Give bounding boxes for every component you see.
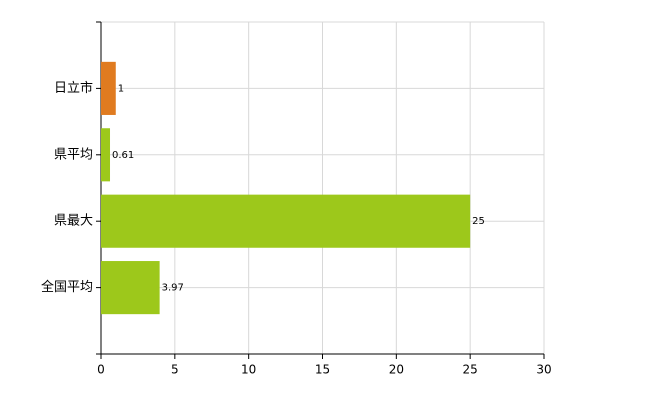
y-tick-label: 全国平均 <box>41 279 93 295</box>
x-tick-label: 15 <box>315 363 330 377</box>
x-tick-label: 20 <box>389 363 404 377</box>
x-tick-label: 30 <box>536 363 551 377</box>
bar <box>101 61 116 115</box>
y-tick-label: 県平均 <box>54 147 93 162</box>
value-label: 25 <box>472 216 485 227</box>
x-tick-label: 5 <box>171 363 179 377</box>
value-label: 0.61 <box>112 150 134 161</box>
x-tick-label: 10 <box>241 363 256 377</box>
value-label: 1 <box>118 83 124 94</box>
y-tick-label: 県最大 <box>54 214 93 229</box>
bar <box>101 261 160 315</box>
bar <box>101 194 471 248</box>
value-label: 3.97 <box>162 283 184 294</box>
y-tick-label: 日立市 <box>54 80 93 96</box>
x-tick-label: 0 <box>97 363 105 377</box>
x-tick-label: 25 <box>463 363 478 377</box>
bar <box>101 128 111 182</box>
